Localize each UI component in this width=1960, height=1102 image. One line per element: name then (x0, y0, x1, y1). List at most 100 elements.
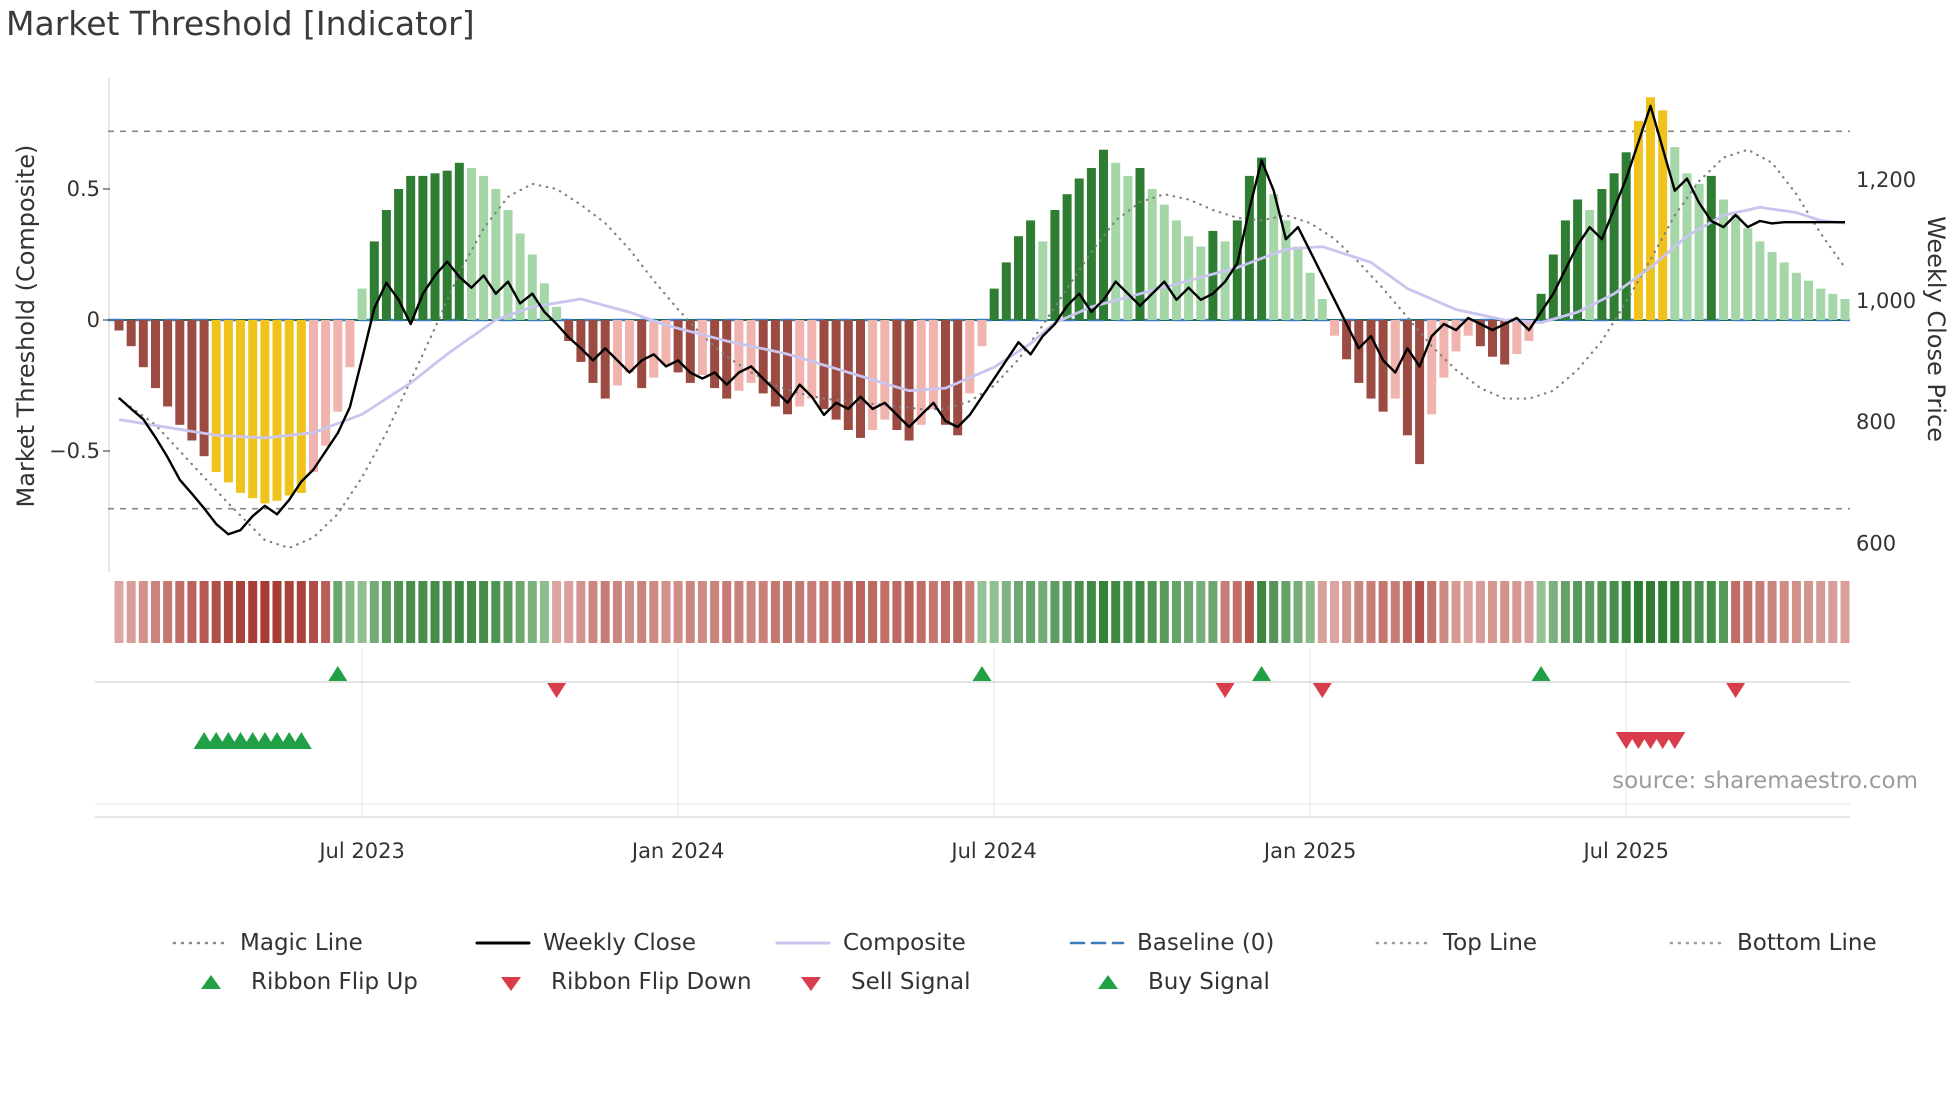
ribbon-cell (1099, 581, 1108, 643)
threshold-bar (1743, 228, 1753, 320)
ribbon-cell (612, 581, 622, 643)
threshold-bar (1816, 288, 1826, 320)
ribbon-cell (491, 581, 501, 643)
composite-icon (775, 941, 831, 945)
ribbon-cell (1621, 581, 1631, 643)
ribbon-cell (1536, 581, 1546, 643)
threshold-bar (1050, 210, 1060, 320)
threshold-bar (989, 288, 999, 320)
ribbon-cell (1232, 581, 1242, 643)
ribbon-cell (1086, 581, 1096, 643)
ribbon-cell (1439, 581, 1449, 643)
threshold-bar (1026, 220, 1036, 320)
threshold-bar (503, 210, 513, 320)
threshold-bar (588, 320, 598, 383)
ribbon-cell (953, 581, 963, 643)
ribbon-cell (394, 581, 404, 643)
threshold-bar (1731, 215, 1741, 320)
ribbon-cell (1342, 581, 1352, 643)
threshold-bar (977, 320, 987, 347)
legend-item-sell-signal: Sell Signal (783, 969, 971, 995)
ribbon-cell (1135, 581, 1145, 643)
ribbon-cell (576, 581, 586, 643)
ribbon-flip-up-marker (1252, 666, 1272, 681)
ribbon-cell (1512, 581, 1522, 643)
ribbon-cell (989, 581, 999, 643)
threshold-bar (539, 283, 549, 320)
threshold-bar (1196, 246, 1206, 320)
threshold-bar (880, 320, 890, 420)
y-right-tick-label: 600 (1856, 531, 1896, 555)
threshold-bar (1135, 168, 1145, 320)
legend-item-composite: Composite (775, 930, 966, 956)
top-line-icon (1375, 941, 1431, 945)
legend-item-weekly-close: Weekly Close (475, 930, 696, 956)
ribbon-cell (126, 581, 136, 643)
threshold-bar (1232, 220, 1242, 320)
ribbon-cell (1257, 581, 1267, 643)
ribbon-cell (1208, 581, 1218, 643)
ribbon-cell (1293, 581, 1303, 643)
ribbon-cell (1050, 581, 1060, 643)
y-left-tick-label: 0.5 (67, 177, 100, 201)
ribbon-flip-up-marker (1531, 666, 1551, 681)
ribbon-cell (1244, 581, 1254, 643)
ribbon-cell (1585, 581, 1595, 643)
ribbon-cell (479, 581, 489, 643)
ribbon-cell (1427, 581, 1437, 643)
threshold-bar (1791, 272, 1801, 320)
ribbon-cell (1706, 581, 1716, 643)
ribbon-cell (1682, 581, 1692, 643)
threshold-bar (600, 320, 610, 399)
buy-signal-marker (290, 732, 312, 749)
threshold-bar (260, 320, 270, 504)
threshold-bar (369, 241, 379, 320)
ribbon-cell (1548, 581, 1558, 643)
legend-item-ribbon-flip-down: Ribbon Flip Down (483, 969, 752, 995)
ribbon-cell (1123, 581, 1133, 643)
threshold-bar (1779, 262, 1789, 320)
threshold-bar (1074, 178, 1084, 320)
threshold-bar (1682, 173, 1692, 320)
ribbon-cell (637, 581, 647, 643)
threshold-bar (175, 320, 185, 425)
threshold-bar (807, 320, 817, 399)
legend-item-bottom-line: Bottom Line (1669, 930, 1877, 956)
threshold-bar (916, 320, 926, 425)
threshold-bar (126, 320, 136, 347)
ribbon-flip-up-icon (201, 975, 221, 989)
ribbon-cell (296, 581, 306, 643)
ribbon-cell (163, 581, 173, 643)
threshold-bar (856, 320, 865, 438)
threshold-bar (1111, 162, 1121, 320)
threshold-bar (199, 320, 209, 457)
threshold-bar (612, 320, 622, 386)
ribbon-cell (381, 581, 391, 643)
threshold-bar (479, 175, 489, 320)
ribbon-cell (1062, 581, 1072, 643)
ribbon-cell (1694, 581, 1704, 643)
ribbon-cell (333, 581, 343, 643)
threshold-bar (1670, 147, 1680, 320)
y-left-tick-label: 0 (87, 308, 100, 332)
threshold-bar (1439, 320, 1449, 378)
threshold-bar (1548, 254, 1558, 320)
threshold-bar (272, 320, 282, 501)
ribbon-cell (1111, 581, 1121, 643)
ribbon-cell (831, 581, 841, 643)
ribbon-cell (1220, 581, 1230, 643)
ribbon-cell (1184, 581, 1194, 643)
legend-label: Buy Signal (1148, 969, 1270, 995)
ribbon-cell (795, 581, 805, 643)
threshold-bar (1305, 272, 1315, 320)
ribbon-cell (1731, 581, 1741, 643)
ribbon-cell (321, 581, 331, 643)
legend-item-buy-signal: Buy Signal (1080, 969, 1270, 995)
threshold-bar (843, 320, 853, 430)
x-tick-label: Jan 2024 (630, 839, 725, 863)
ribbon-cell (1330, 581, 1339, 643)
threshold-bar (1366, 320, 1376, 399)
ribbon-cell (1475, 581, 1485, 643)
threshold-bar (1621, 152, 1631, 320)
